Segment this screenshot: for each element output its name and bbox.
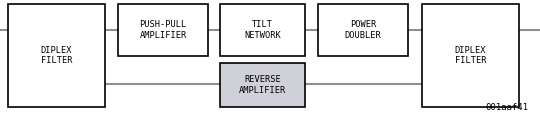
Bar xyxy=(220,4,305,56)
Text: TILT
NETWORK: TILT NETWORK xyxy=(244,20,281,40)
Bar xyxy=(118,4,208,56)
Text: REVERSE
AMPLIFIER: REVERSE AMPLIFIER xyxy=(239,75,286,95)
Text: DIPLEX
FILTER: DIPLEX FILTER xyxy=(40,46,72,65)
Text: DIPLEX
FILTER: DIPLEX FILTER xyxy=(455,46,486,65)
Text: PUSH-PULL
AMPLIFIER: PUSH-PULL AMPLIFIER xyxy=(139,20,187,40)
Bar xyxy=(318,4,408,56)
Bar xyxy=(220,63,305,107)
Bar xyxy=(422,4,519,107)
Text: POWER
DOUBLER: POWER DOUBLER xyxy=(345,20,381,40)
Text: 001aaf41: 001aaf41 xyxy=(485,103,528,112)
Bar xyxy=(8,4,105,107)
